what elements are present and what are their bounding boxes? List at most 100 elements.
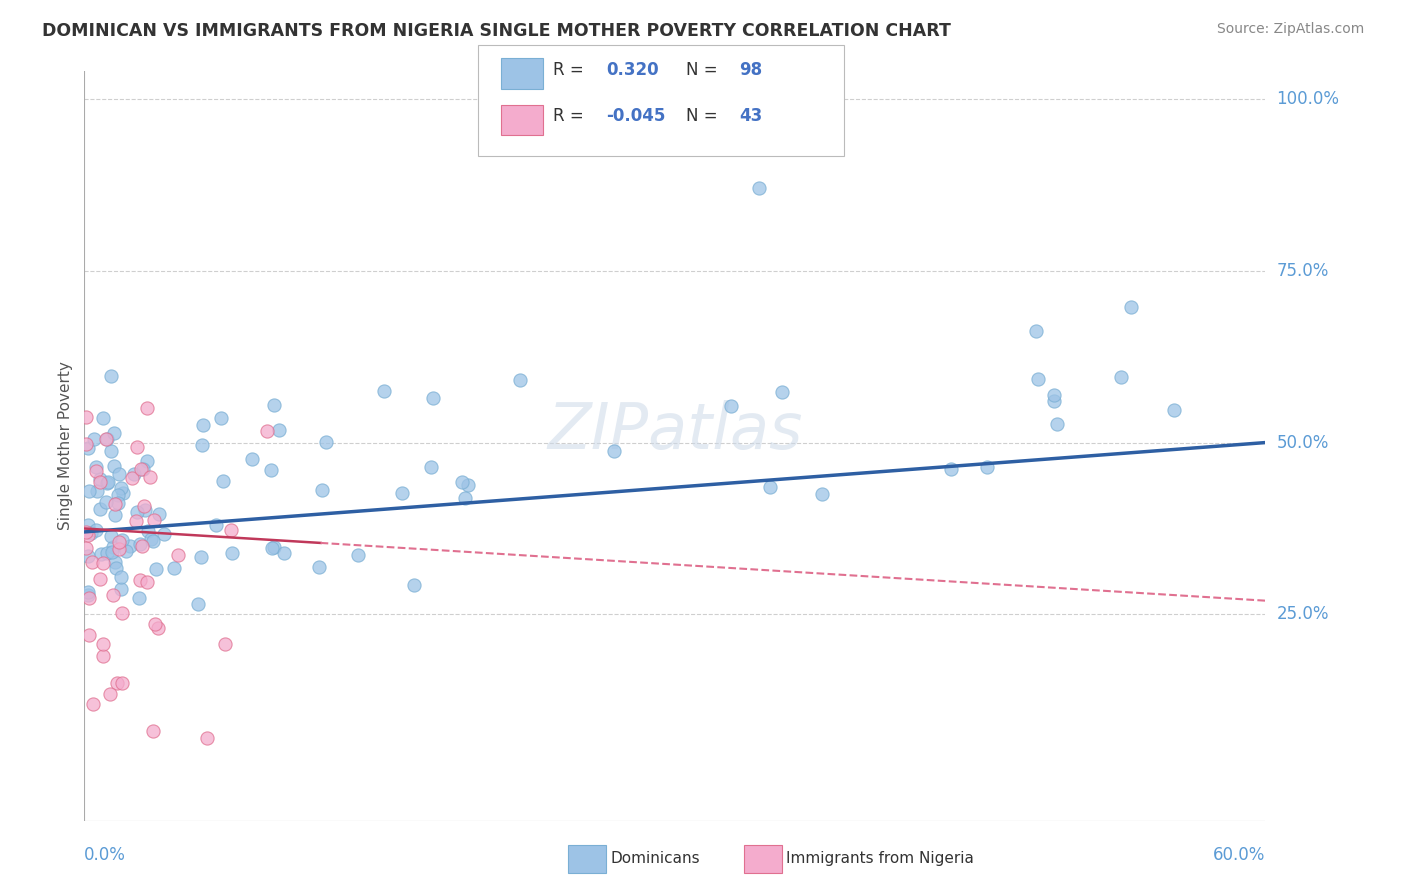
Point [89,475,111,489]
Point [454,491,477,505]
Point [121,471,143,485]
Point [84,524,107,538]
Point [748,181,770,195]
Point [101,540,124,554]
Point [205,517,228,532]
Point [105,676,128,690]
Point [136,575,159,590]
Point [1109,369,1132,384]
Point [84,459,107,474]
Point [84,465,107,479]
Point [187,597,209,611]
Point [1046,417,1069,432]
Point [100,368,122,383]
Text: 25.0%: 25.0% [1277,606,1329,624]
Point [148,507,170,521]
Point [146,621,169,635]
Point [509,373,531,387]
Text: Immigrants from Nigeria: Immigrants from Nigeria [786,851,974,865]
Point [77,549,100,564]
Point [132,462,155,476]
Point [75,409,97,424]
Point [75,524,97,539]
Point [1119,300,1142,314]
Point [112,486,135,500]
Text: 98: 98 [740,61,762,78]
Text: 0.320: 0.320 [606,61,658,78]
Point [810,487,832,501]
Point [134,500,156,514]
Point [111,676,134,690]
Point [134,503,156,517]
Point [125,505,148,519]
Point [211,411,233,425]
Point [86,483,108,498]
Point [125,440,148,454]
Point [138,470,160,484]
Point [83,432,105,446]
Point [308,559,330,574]
Point [770,385,793,400]
Point [89,472,111,486]
Point [107,534,129,549]
Point [77,628,100,642]
Point [94,495,117,509]
Text: N =: N = [686,61,723,78]
Text: R =: R = [553,61,589,78]
Point [77,588,100,602]
Point [136,524,159,539]
Point [939,462,962,476]
Text: Source: ZipAtlas.com: Source: ZipAtlas.com [1216,22,1364,37]
Point [77,591,100,605]
Point [107,495,129,509]
Point [129,462,152,476]
Point [214,637,236,651]
Text: 43: 43 [740,107,763,126]
Y-axis label: Single Mother Poverty: Single Mother Poverty [58,361,73,531]
Point [118,539,141,553]
Point [260,463,283,477]
Point [98,687,121,701]
Point [91,410,114,425]
Point [75,437,97,451]
Point [263,540,285,554]
Point [110,481,132,495]
Point [90,547,112,561]
Point [77,518,100,533]
Point [153,526,176,541]
Text: ZIPatlas: ZIPatlas [547,400,803,462]
Point [100,444,122,458]
Point [89,502,111,516]
Point [263,398,285,412]
Point [104,497,127,511]
Point [77,584,100,599]
Point [311,483,333,498]
Point [96,432,118,446]
Point [142,724,165,739]
Point [1163,403,1185,417]
Point [97,475,120,490]
Point [391,486,413,500]
Point [100,528,122,542]
Point [422,391,444,405]
Point [115,544,138,558]
Point [346,548,368,562]
Point [104,508,127,523]
Point [145,562,167,576]
Point [80,526,103,541]
Point [122,467,145,481]
Point [107,488,129,502]
Text: N =: N = [686,107,723,126]
Point [125,515,148,529]
Point [273,546,295,560]
Point [256,424,278,438]
Point [76,527,98,541]
Text: 50.0%: 50.0% [1277,434,1329,451]
Point [1043,394,1066,409]
Point [103,458,125,473]
Point [402,578,425,592]
Point [110,582,132,596]
Point [103,426,125,441]
Point [143,513,166,527]
Point [96,476,118,491]
